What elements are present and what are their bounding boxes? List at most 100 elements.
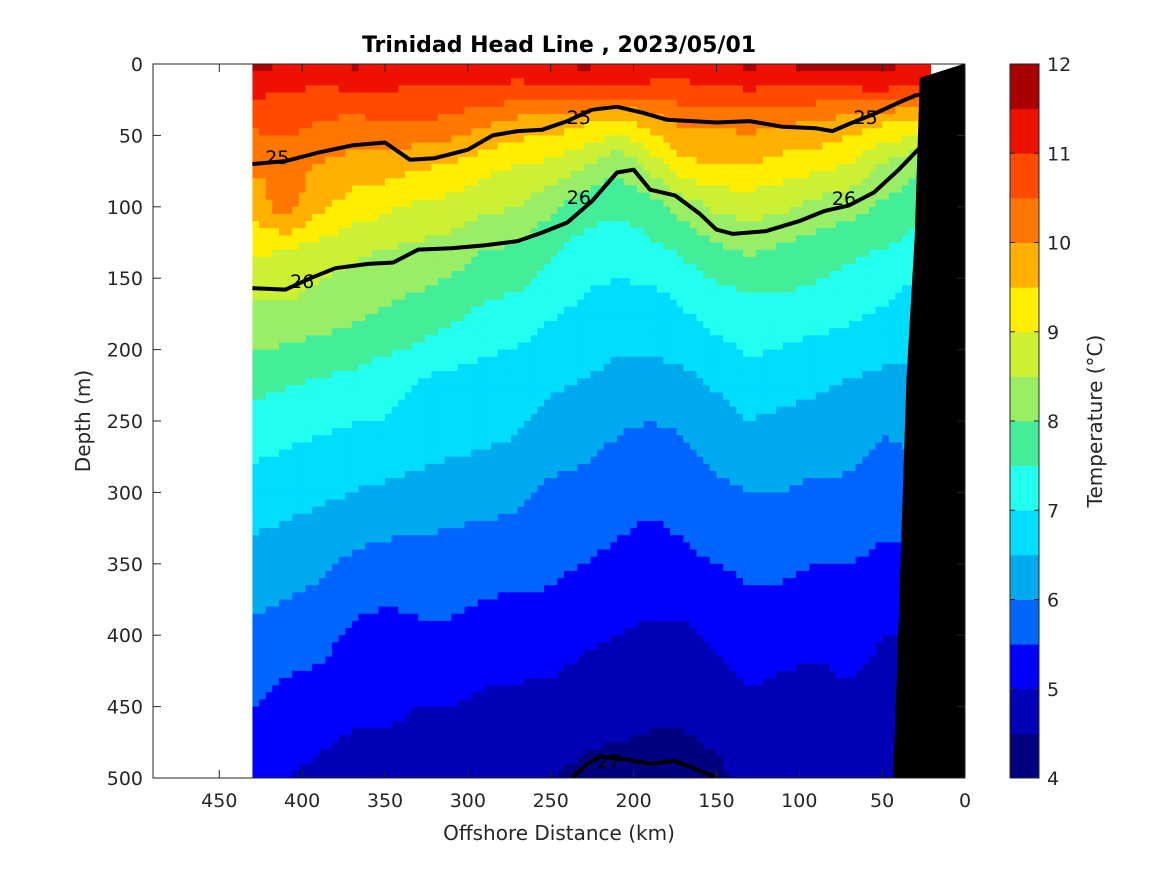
temperature-cell [484, 670, 492, 679]
temperature-cell [424, 763, 432, 772]
temperature-cell [431, 728, 439, 736]
temperature-cell [398, 663, 406, 672]
temperature-cell [537, 485, 545, 493]
temperature-cell [497, 463, 505, 472]
temperature-cell [351, 485, 360, 493]
temperature-cell [510, 549, 519, 558]
temperature-cell [325, 692, 333, 701]
temperature-cell [385, 735, 393, 743]
temperature-cell [544, 185, 552, 194]
temperature-cell [438, 199, 446, 208]
temperature-cell [298, 628, 307, 636]
temperature-cell [451, 642, 459, 651]
temperature-cell [517, 406, 525, 415]
temperature-cell [292, 749, 300, 758]
temperature-cell [404, 335, 413, 344]
temperature-cell [272, 221, 280, 229]
temperature-cell [550, 620, 558, 629]
temperature-cell [345, 613, 353, 622]
temperature-cell [358, 378, 366, 386]
temperature-cell [504, 478, 512, 486]
temperature-cell [252, 628, 260, 636]
temperature-cell [331, 528, 340, 536]
temperature-cell [358, 235, 366, 244]
temperature-cell [497, 78, 505, 87]
temperature-cell [298, 156, 307, 165]
temperature-cell [451, 156, 459, 165]
temperature-cell [411, 228, 419, 236]
temperature-cell [285, 263, 293, 272]
temperature-cell [278, 171, 287, 179]
temperature-cell [530, 178, 539, 186]
temperature-cell [305, 213, 313, 222]
temperature-cell [298, 656, 307, 665]
temperature-cell [457, 713, 466, 722]
temperature-cell [351, 463, 360, 472]
temperature-cell [338, 199, 346, 208]
temperature-cell [491, 163, 499, 172]
temperature-cell [484, 85, 492, 94]
temperature-cell [557, 485, 565, 493]
temperature-cell [497, 585, 505, 593]
temperature-cell [477, 542, 486, 551]
temperature-cell [371, 528, 379, 536]
temperature-cell [530, 528, 539, 536]
temperature-cell [378, 670, 386, 679]
temperature-cell [484, 649, 492, 658]
temperature-cell [404, 706, 413, 715]
temperature-cell [252, 156, 260, 165]
temperature-cell [471, 363, 479, 372]
temperature-cell [259, 399, 267, 408]
temperature-cell [358, 620, 366, 629]
temperature-cell [391, 85, 399, 94]
temperature-cell [365, 128, 373, 136]
temperature-cell [424, 642, 432, 651]
temperature-cell [278, 378, 287, 386]
temperature-cell [477, 163, 486, 172]
temperature-cell [438, 685, 446, 693]
temperature-cell [285, 306, 293, 315]
temperature-cell [371, 413, 379, 422]
temperature-cell [411, 256, 419, 265]
temperature-cell [557, 285, 565, 294]
temperature-cell [557, 570, 565, 579]
temperature-cell [265, 670, 273, 679]
temperature-cell [312, 99, 320, 108]
temperature-cell [272, 435, 280, 444]
temperature-cell [252, 292, 260, 301]
temperature-cell [338, 449, 346, 458]
temperature-cell [398, 385, 406, 394]
temperature-cell [259, 456, 267, 465]
temperature-cell [391, 421, 399, 429]
temperature-cell [398, 678, 406, 686]
temperature-cell [331, 321, 340, 329]
temperature-cell [557, 563, 565, 572]
temperature-cell [438, 421, 446, 429]
temperature-cell [378, 278, 386, 286]
temperature-cell [491, 371, 499, 379]
temperature-cell [497, 335, 505, 344]
temperature-cell [272, 499, 280, 508]
temperature-cell [577, 706, 585, 715]
temperature-cell [404, 178, 413, 186]
temperature-cell [278, 528, 287, 536]
temperature-cell [411, 278, 419, 286]
temperature-cell [438, 535, 446, 543]
temperature-cell [577, 306, 585, 315]
temperature-cell [484, 342, 492, 351]
temperature-cell [484, 535, 492, 543]
temperature-cell [365, 292, 373, 301]
temperature-cell [325, 763, 333, 772]
temperature-cell [351, 249, 360, 258]
temperature-cell [431, 135, 439, 144]
temperature-cell [298, 435, 307, 444]
temperature-cell [318, 613, 326, 622]
temperature-cell [259, 749, 267, 758]
temperature-cell [259, 235, 267, 244]
temperature-cell [285, 692, 293, 701]
temperature-cell [517, 513, 525, 522]
temperature-cell [259, 613, 267, 622]
temperature-cell [504, 435, 512, 444]
temperature-cell [550, 485, 558, 493]
temperature-cell [259, 249, 267, 258]
